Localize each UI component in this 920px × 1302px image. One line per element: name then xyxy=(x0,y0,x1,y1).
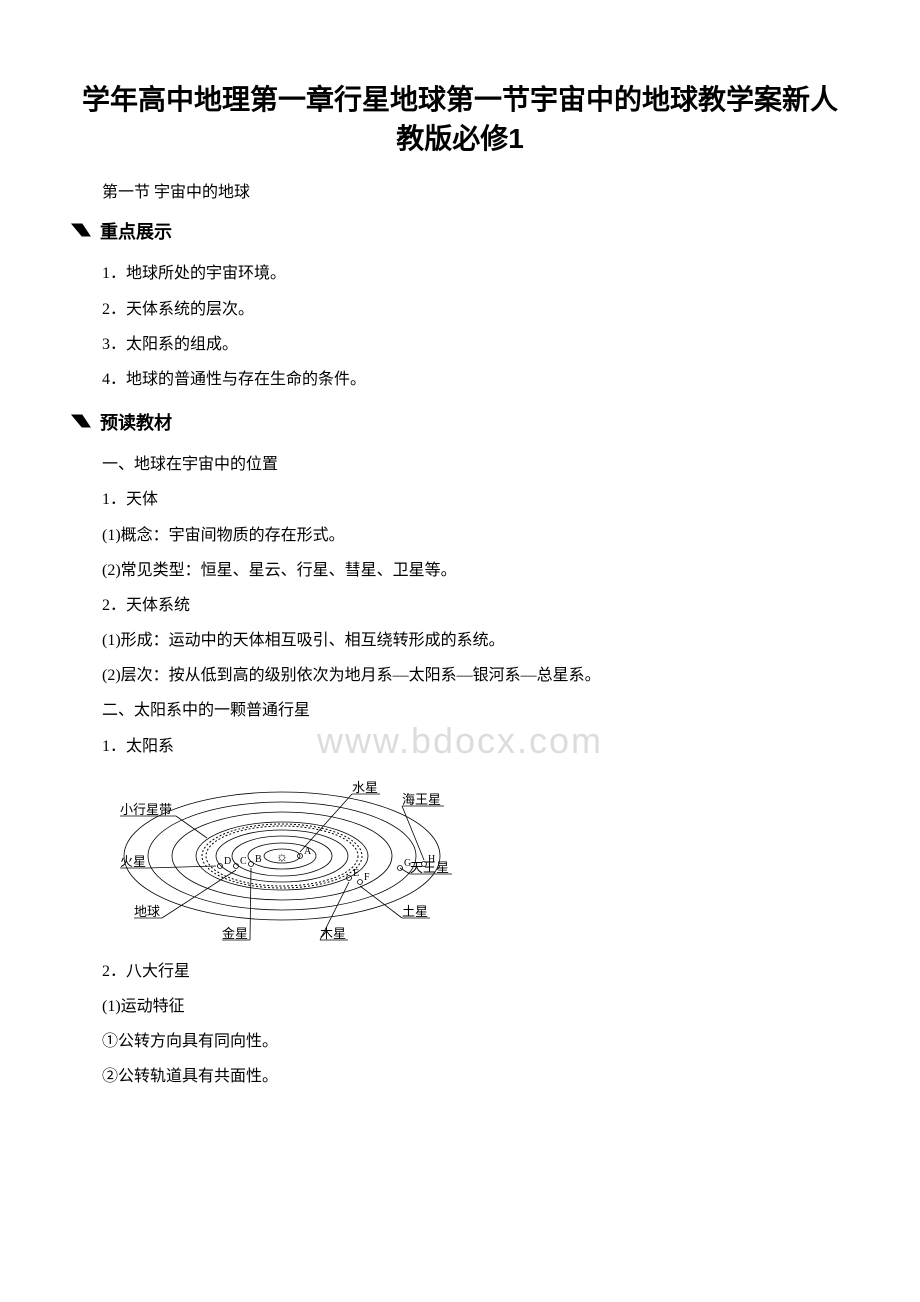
svg-text:☼: ☼ xyxy=(276,850,289,865)
solar-system-svg: ☼ABCDEFGH小行星带水星海王星火星天王星地球金星木星土星 xyxy=(102,774,462,944)
body-line: 1．天体 xyxy=(70,482,850,517)
svg-text:A: A xyxy=(304,846,312,857)
arrow-icon xyxy=(70,413,92,431)
page-title: 学年高中地理第一章行星地球第一节宇宙中的地球教学案新人教版必修1 xyxy=(70,80,850,158)
body-lines-after: 2．八大行星(1)运动特征①公转方向具有同向性。②公转轨道具有共面性。 xyxy=(70,954,850,1095)
svg-text:C: C xyxy=(240,856,247,867)
svg-text:木星: 木星 xyxy=(320,926,346,941)
body-line: 2．天体系统 xyxy=(70,588,850,623)
body-line: 2．八大行星 xyxy=(70,954,850,989)
svg-text:天王星: 天王星 xyxy=(410,860,449,875)
svg-text:海王星: 海王星 xyxy=(402,792,441,807)
svg-text:地球: 地球 xyxy=(134,904,160,919)
svg-text:小行星带: 小行星带 xyxy=(120,802,172,817)
solar-system-diagram: ☼ABCDEFGH小行星带水星海王星火星天王星地球金星木星土星 xyxy=(102,774,850,944)
svg-text:火星: 火星 xyxy=(120,854,146,869)
svg-text:E: E xyxy=(353,868,359,879)
body-line: 1．太阳系 xyxy=(70,729,850,764)
body-line: 一、地球在宇宙中的位置 xyxy=(70,447,850,482)
arrow-icon xyxy=(70,222,92,240)
body-line: (2)层次：按从低到高的级别依次为地月系—太阳系—银河系—总星系。 xyxy=(70,658,850,693)
svg-text:水星: 水星 xyxy=(352,780,378,795)
section-header-label: 预读教材 xyxy=(100,413,172,433)
keypoint-item: 3．太阳系的组成。 xyxy=(70,327,850,362)
svg-text:D: D xyxy=(224,856,231,867)
body-line: (2)常见类型：恒星、星云、行星、彗星、卫星等。 xyxy=(70,553,850,588)
keypoint-item: 1．地球所处的宇宙环境。 xyxy=(70,256,850,291)
body-line: ①公转方向具有同向性。 xyxy=(70,1024,850,1059)
svg-text:F: F xyxy=(364,872,370,883)
svg-text:B: B xyxy=(255,854,262,865)
body-lines: 一、地球在宇宙中的位置1．天体(1)概念：宇宙间物质的存在形式。(2)常见类型：… xyxy=(70,447,850,764)
body-line: (1)概念：宇宙间物质的存在形式。 xyxy=(70,518,850,553)
section-header-label: 重点展示 xyxy=(100,222,172,242)
section-header-preview: 预读教材 xyxy=(70,409,850,435)
svg-text:金星: 金星 xyxy=(222,926,248,941)
keypoint-item: 2．天体系统的层次。 xyxy=(70,292,850,327)
body-line: ②公转轨道具有共面性。 xyxy=(70,1059,850,1094)
body-line: 二、太阳系中的一颗普通行星 xyxy=(70,693,850,728)
svg-text:土星: 土星 xyxy=(402,904,428,919)
subtitle: 第一节 宇宙中的地球 xyxy=(70,178,850,202)
section-header-keypoints: 重点展示 xyxy=(70,218,850,244)
body-line: (1)运动特征 xyxy=(70,989,850,1024)
keypoints-list: 1．地球所处的宇宙环境。2．天体系统的层次。3．太阳系的组成。4．地球的普通性与… xyxy=(70,256,850,397)
keypoint-item: 4．地球的普通性与存在生命的条件。 xyxy=(70,362,850,397)
body-line: (1)形成：运动中的天体相互吸引、相互绕转形成的系统。 xyxy=(70,623,850,658)
